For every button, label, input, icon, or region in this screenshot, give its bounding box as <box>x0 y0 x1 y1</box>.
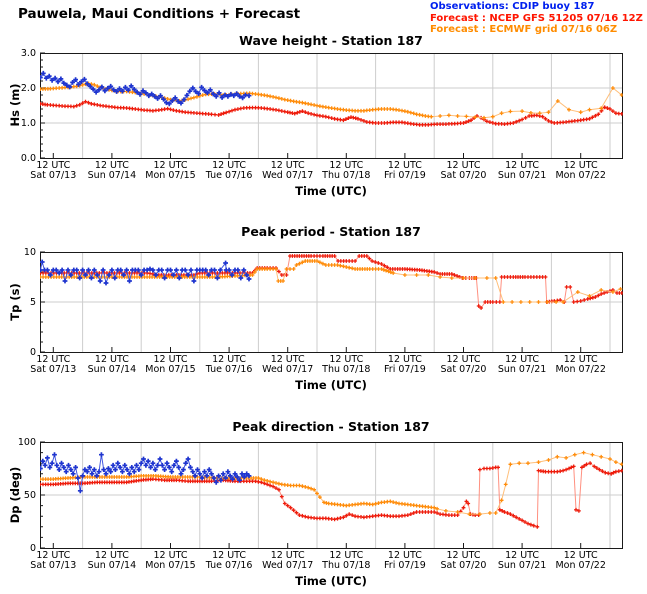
x-axis-label-time-3: Time (UTC) <box>295 574 367 588</box>
chart-1-ytick-5: 5 <box>29 296 36 308</box>
chart-2-xtick-day-Sun-07-14: Sun 07/14 <box>87 559 137 571</box>
chart-2-xtick-utc-Mon-07-22: 12 UTC <box>563 550 598 561</box>
chart-2-xtick-day-Sun-07-21: Sun 07/21 <box>497 559 547 571</box>
chart-0-ytick-1.0: 1.0 <box>20 117 36 129</box>
chart-1-xtick-utc-Sun-07-14: 12 UTC <box>94 354 129 365</box>
chart-2-xtick-utc-Sun-07-21: 12 UTC <box>505 550 540 561</box>
chart-0-xtick-day-Mon-07-15: Mon 07/15 <box>145 169 196 181</box>
legend-observations: Observations: CDIP buoy 187 <box>430 1 595 12</box>
chart-1-xtick-day-Sun-07-14: Sun 07/14 <box>87 363 137 375</box>
chart-2 <box>40 441 623 549</box>
chart-2-xtick-utc-Sat-07-13: 12 UTC <box>36 550 71 561</box>
chart-0-xtick-day-Thu-07-18: Thu 07/18 <box>322 169 371 181</box>
chart-1-ytick-10: 10 <box>23 246 36 258</box>
chart-0-xtick-day-Tue-07-16: Tue 07/16 <box>205 169 253 181</box>
chart-2-ytick-50: 50 <box>23 489 36 501</box>
chart-1-xtick-day-Sat-07-20: Sat 07/20 <box>440 363 487 375</box>
chart-2-ytick-0: 0 <box>29 542 36 554</box>
chart-0-xtick-utc-Wed-07-17: 12 UTC <box>270 160 305 171</box>
chart-0-xtick-day-Sun-07-14: Sun 07/14 <box>87 169 137 181</box>
chart-title-peak-period: Peak period - Station 187 <box>241 224 421 239</box>
chart-1-xtick-utc-Sun-07-21: 12 UTC <box>505 354 540 365</box>
chart-1-xtick-utc-Fri-07-19: 12 UTC <box>387 354 422 365</box>
chart-2-xtick-day-Tue-07-16: Tue 07/16 <box>205 559 253 571</box>
chart-1-xtick-day-Wed-07-17: Wed 07/17 <box>262 363 314 375</box>
chart-2-xtick-day-Mon-07-22: Mon 07/22 <box>555 559 606 571</box>
chart-0-xtick-day-Sat-07-13: Sat 07/13 <box>30 169 77 181</box>
chart-1-xtick-utc-Thu-07-18: 12 UTC <box>329 354 364 365</box>
chart-0-xtick-utc-Tue-07-16: 12 UTC <box>212 160 247 171</box>
chart-1-xtick-day-Sat-07-13: Sat 07/13 <box>30 363 77 375</box>
chart-2-xtick-day-Sat-07-13: Sat 07/13 <box>30 559 77 571</box>
legend-gfs-forecast: Forecast : NCEP GFS 51205 07/16 12Z <box>430 12 643 24</box>
chart-0-xtick-utc-Thu-07-18: 12 UTC <box>329 160 364 171</box>
chart-0-xtick-utc-Sun-07-21: 12 UTC <box>505 160 540 171</box>
chart-0-ytick-3.0: 3.0 <box>20 47 36 59</box>
chart-2-xtick-day-Mon-07-15: Mon 07/15 <box>145 559 196 571</box>
chart-2-xtick-day-Thu-07-18: Thu 07/18 <box>322 559 371 571</box>
chart-1-xtick-day-Fri-07-19: Fri 07/19 <box>384 363 426 375</box>
chart-0-xtick-day-Sun-07-21: Sun 07/21 <box>497 169 547 181</box>
chart-1-xtick-day-Sun-07-21: Sun 07/21 <box>497 363 547 375</box>
page-title: Pauwela, Maui Conditions + Forecast <box>18 6 301 22</box>
chart-2-xtick-utc-Tue-07-16: 12 UTC <box>212 550 247 561</box>
chart-2-xtick-day-Sat-07-20: Sat 07/20 <box>440 559 487 571</box>
chart-2-xtick-utc-Sat-07-20: 12 UTC <box>446 550 481 561</box>
chart-1 <box>40 251 623 353</box>
chart-0-xtick-day-Wed-07-17: Wed 07/17 <box>262 169 314 181</box>
chart-0-xtick-day-Fri-07-19: Fri 07/19 <box>384 169 426 181</box>
chart-2-xtick-utc-Mon-07-15: 12 UTC <box>153 550 188 561</box>
chart-0-xtick-day-Sat-07-20: Sat 07/20 <box>440 169 487 181</box>
chart-2-xtick-day-Wed-07-17: Wed 07/17 <box>262 559 314 571</box>
chart-1-xtick-utc-Tue-07-16: 12 UTC <box>212 354 247 365</box>
chart-2-xtick-utc-Sun-07-14: 12 UTC <box>94 550 129 561</box>
chart-1-xtick-day-Mon-07-15: Mon 07/15 <box>145 363 196 375</box>
chart-1-xtick-day-Tue-07-16: Tue 07/16 <box>205 363 253 375</box>
x-axis-label-time-1: Time (UTC) <box>295 184 367 198</box>
chart-0-xtick-utc-Mon-07-15: 12 UTC <box>153 160 188 171</box>
chart-2-xtick-utc-Fri-07-19: 12 UTC <box>387 550 422 561</box>
chart-1-xtick-day-Thu-07-18: Thu 07/18 <box>322 363 371 375</box>
chart-0-ytick-2.0: 2.0 <box>20 82 36 94</box>
chart-1-xtick-utc-Wed-07-17: 12 UTC <box>270 354 305 365</box>
chart-0-xtick-utc-Sat-07-13: 12 UTC <box>36 160 71 171</box>
x-axis-label-time-2: Time (UTC) <box>295 378 367 392</box>
chart-title-wave-height: Wave height - Station 187 <box>239 33 423 48</box>
legend: Observations: CDIP buoy 187 Forecast : N… <box>430 1 643 36</box>
chart-1-xtick-utc-Sat-07-20: 12 UTC <box>446 354 481 365</box>
chart-0-ytick-0.0: 0.0 <box>20 152 36 164</box>
chart-0-xtick-utc-Sat-07-20: 12 UTC <box>446 160 481 171</box>
chart-1-xtick-utc-Mon-07-15: 12 UTC <box>153 354 188 365</box>
chart-0-xtick-utc-Sun-07-14: 12 UTC <box>94 160 129 171</box>
chart-1-ytick-0: 0 <box>29 346 36 358</box>
legend-ecmwf-forecast: Forecast : ECMWF grid 07/16 06Z <box>430 24 618 35</box>
chart-0-xtick-utc-Mon-07-22: 12 UTC <box>563 160 598 171</box>
chart-0 <box>40 52 623 159</box>
chart-2-ytick-100: 100 <box>17 436 36 448</box>
chart-0-xtick-day-Mon-07-22: Mon 07/22 <box>555 169 606 181</box>
chart-2-xtick-utc-Wed-07-17: 12 UTC <box>270 550 305 561</box>
chart-1-xtick-utc-Sat-07-13: 12 UTC <box>36 354 71 365</box>
chart-0-xtick-utc-Fri-07-19: 12 UTC <box>387 160 422 171</box>
chart-2-xtick-utc-Thu-07-18: 12 UTC <box>329 550 364 561</box>
chart-1-xtick-day-Mon-07-22: Mon 07/22 <box>555 363 606 375</box>
chart-title-peak-direction: Peak direction - Station 187 <box>232 419 430 434</box>
chart-1-xtick-utc-Mon-07-22: 12 UTC <box>563 354 598 365</box>
chart-2-xtick-day-Fri-07-19: Fri 07/19 <box>384 559 426 571</box>
